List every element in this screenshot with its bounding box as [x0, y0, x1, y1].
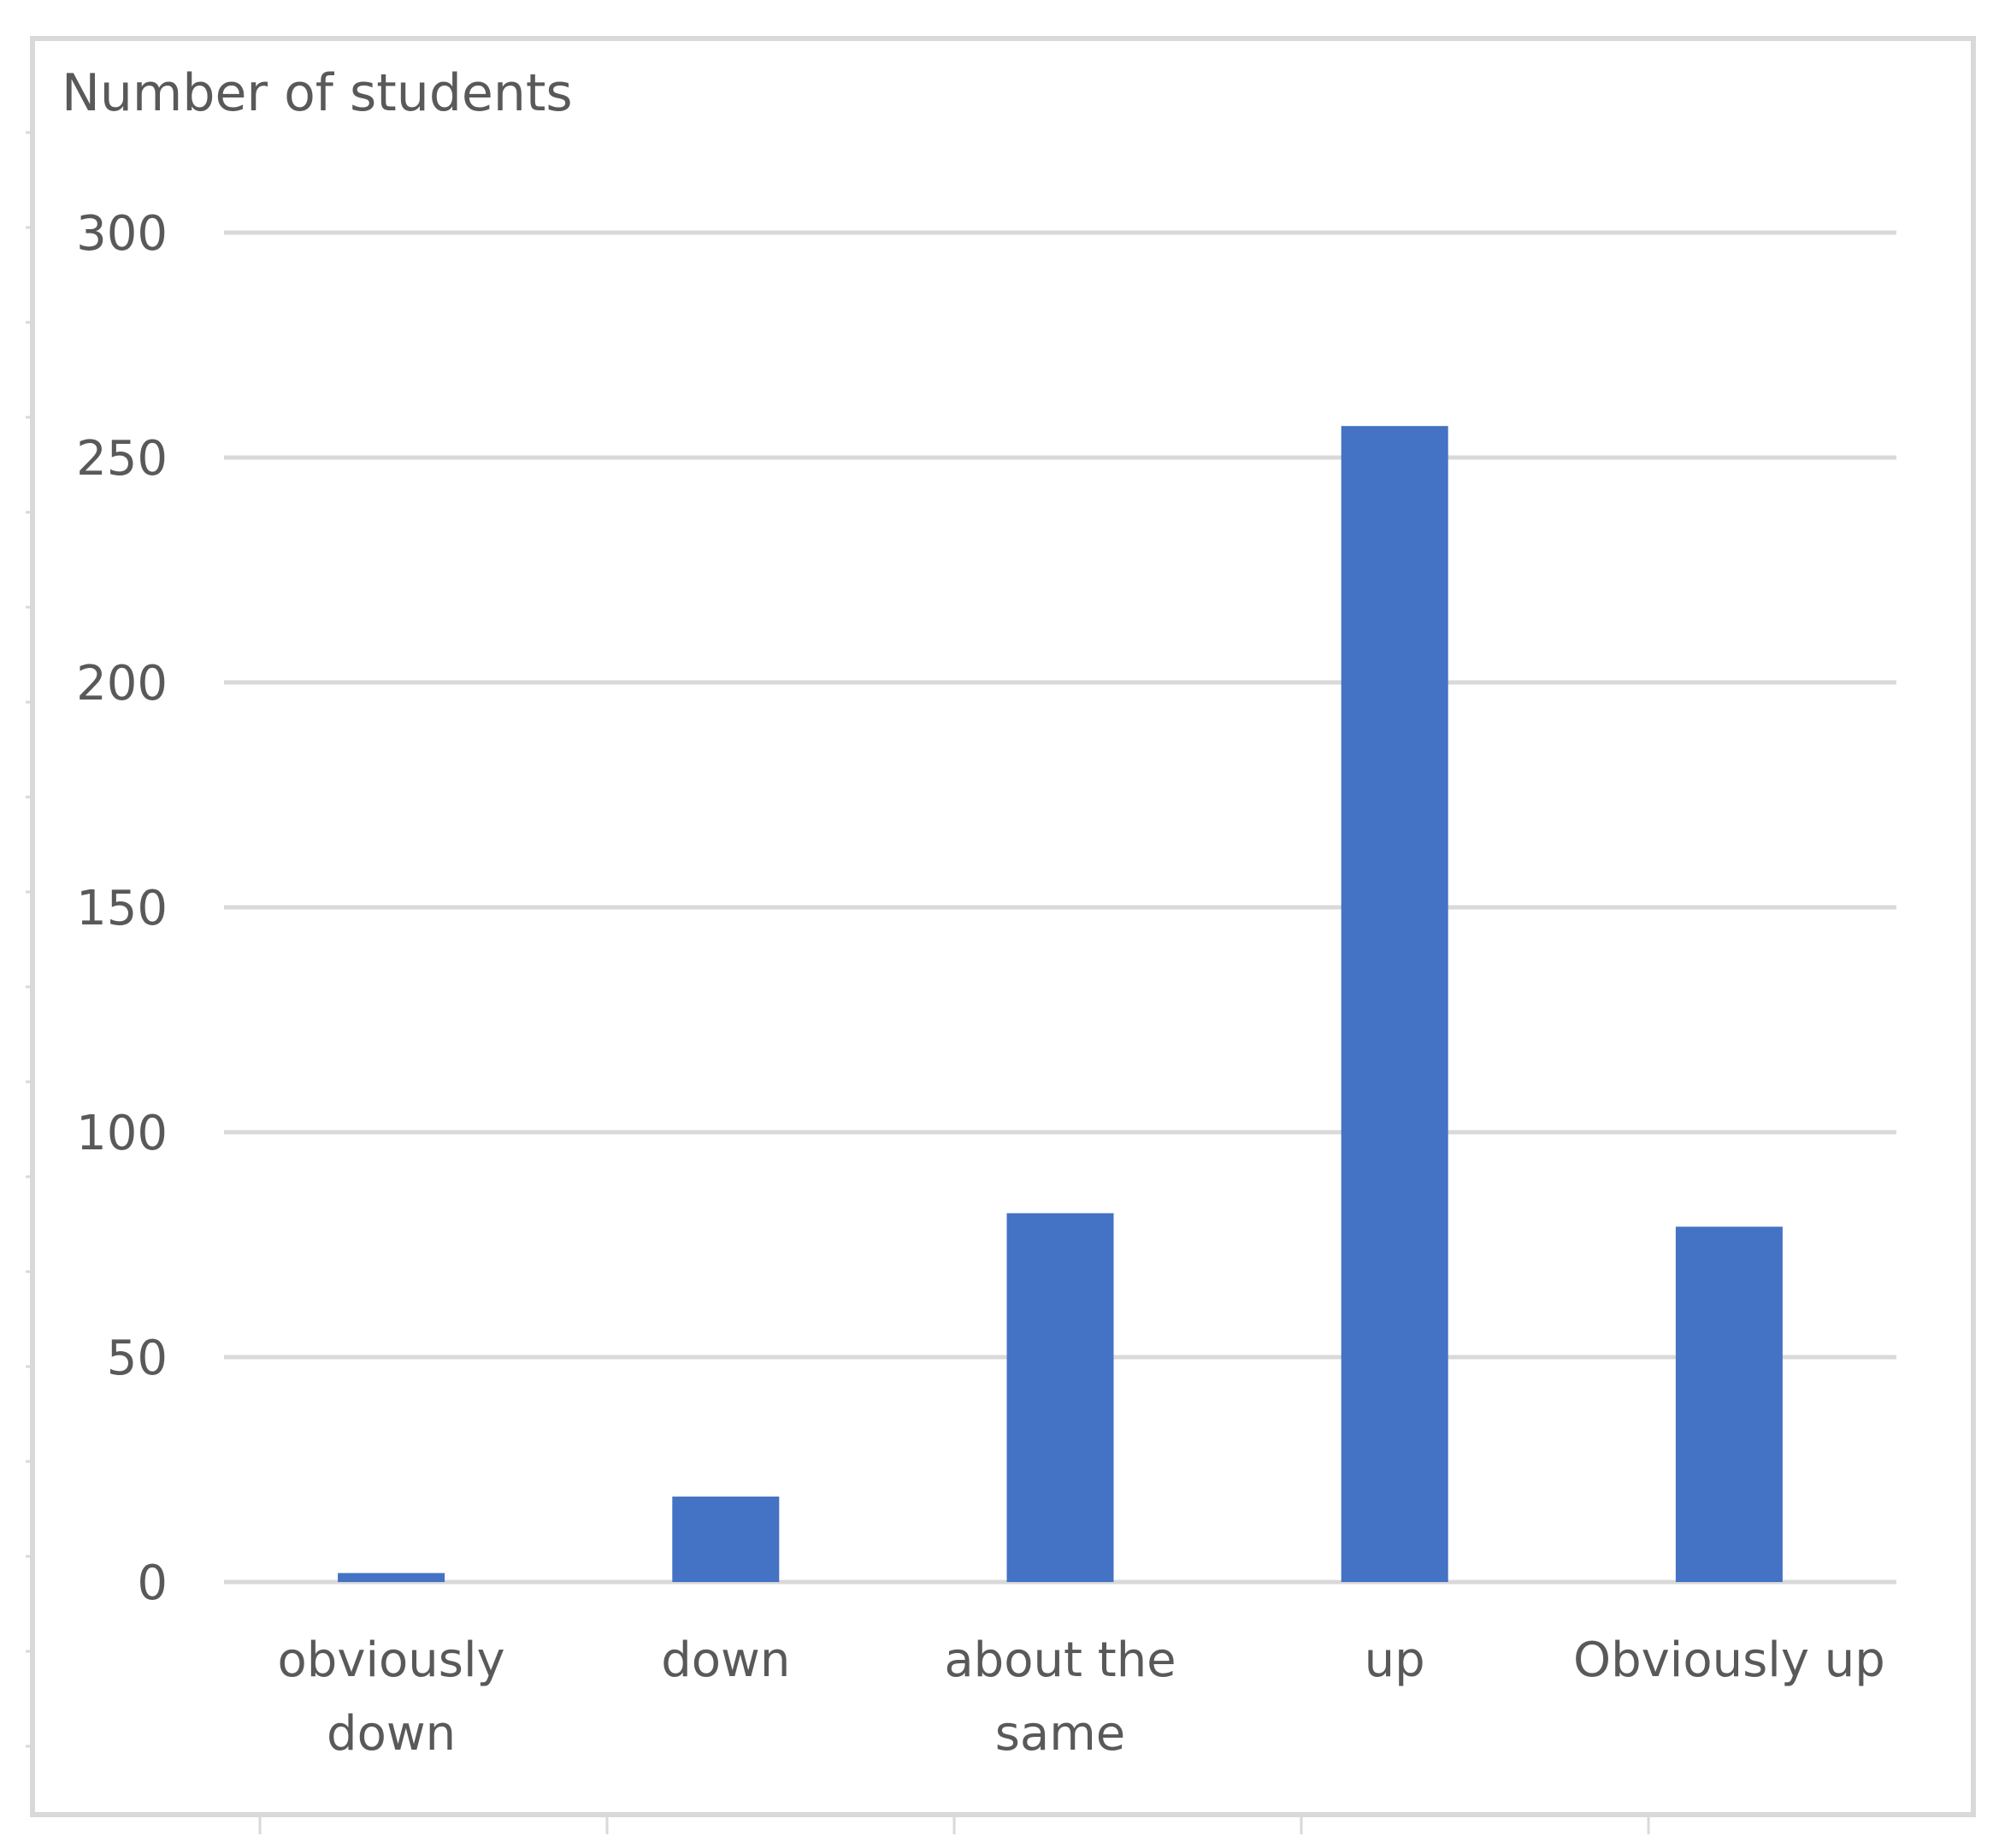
y-tick-label: 300 [76, 206, 168, 262]
bar [1006, 1213, 1114, 1582]
bar [338, 1573, 445, 1582]
y-tick-label: 50 [107, 1331, 168, 1386]
frame-ticks [26, 131, 1650, 1834]
y-tick-label: 0 [137, 1556, 168, 1611]
y-tick-label: 100 [76, 1106, 168, 1161]
y-tick-label: 150 [76, 881, 168, 936]
y-tick-label: 200 [76, 656, 168, 711]
y-tick-label: 250 [76, 431, 168, 487]
x-tick-label: down [661, 1632, 790, 1688]
chart-frame [30, 36, 1976, 1817]
x-tick-label: Obviously up [1573, 1632, 1885, 1688]
x-axis-labels: obviously down down about the same up Obviousl… [278, 1632, 1885, 1762]
bar [1675, 1226, 1783, 1582]
x-tick-label: up [1365, 1632, 1425, 1688]
y-axis-title: Number of students [62, 63, 573, 123]
bar [1341, 426, 1448, 1583]
bars [338, 426, 1783, 1583]
x-tick-label: about the same [944, 1632, 1176, 1762]
y-axis-ticks: 0 50 100 150 200 250 300 [76, 206, 168, 1611]
bar [672, 1497, 780, 1582]
x-tick-label: obviously down [278, 1632, 505, 1762]
